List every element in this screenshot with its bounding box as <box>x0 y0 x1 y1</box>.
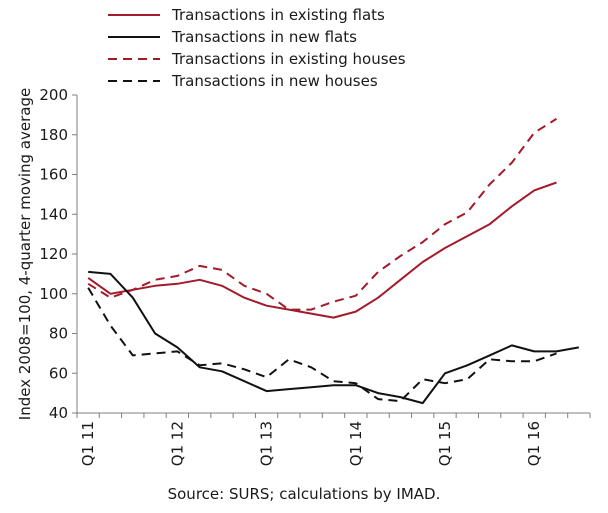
line-chart: Transactions in existing flats Transactio… <box>16 6 591 466</box>
plot-area <box>87 117 579 405</box>
y-tick-label: 180 <box>39 126 68 144</box>
series-line-1 <box>87 181 557 319</box>
source-note: Source: SURS; calculations by IMAD. <box>167 485 441 503</box>
x-axis: Q1 11 Q1 12 Q1 13 Q1 14 Q1 15 Q1 16 <box>76 412 591 466</box>
y-axis-title-group: Index 2008=100, 4-quarter moving average <box>16 88 34 420</box>
legend-label: Transactions in existing houses <box>171 50 406 68</box>
y-tick-label: 40 <box>49 404 68 422</box>
x-tick-label: Q1 16 <box>525 421 543 466</box>
x-tick-label: Q1 14 <box>347 421 365 466</box>
y-tick-label: 200 <box>39 86 68 104</box>
series-line-4 <box>87 287 557 403</box>
x-tick-label: Q1 11 <box>79 421 97 466</box>
y-tick-label: 140 <box>39 205 68 223</box>
series-line-3 <box>87 117 558 311</box>
y-axis-title: Index 2008=100, 4-quarter moving average <box>16 88 34 420</box>
legend-label: Transactions in new flats <box>171 28 357 46</box>
series-line-2 <box>88 270 579 405</box>
y-tick-label: 60 <box>49 364 68 382</box>
legend-label: Transactions in existing flats <box>171 6 385 24</box>
y-tick-label: 160 <box>39 166 68 184</box>
y-tick-label: 120 <box>39 245 68 263</box>
x-tick-label: Q1 15 <box>436 421 454 466</box>
y-tick-label: 80 <box>49 325 68 343</box>
y-axis: 40 60 80 100 120 140 160 180 200 <box>39 86 78 422</box>
y-tick-label: 100 <box>39 285 68 303</box>
x-tick-label: Q1 12 <box>168 421 186 466</box>
x-tick-label: Q1 13 <box>258 421 276 466</box>
legend-label: Transactions in new houses <box>171 72 378 90</box>
legend: Transactions in existing flats Transactio… <box>108 6 406 90</box>
